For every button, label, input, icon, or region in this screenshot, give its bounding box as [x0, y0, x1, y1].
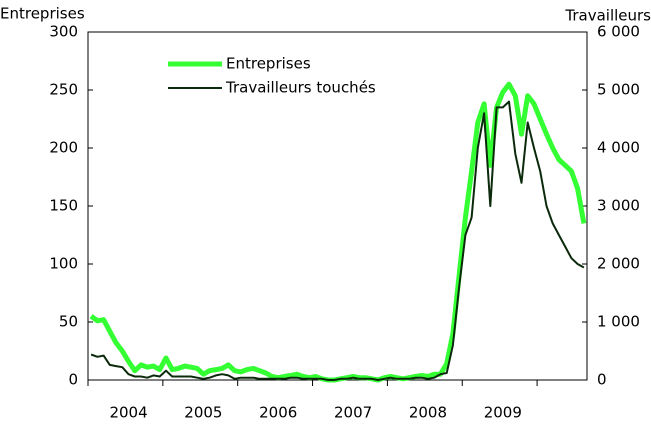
- x-tick-label: 2007: [334, 404, 372, 422]
- series-line: [89, 81, 587, 383]
- legend-label: Entreprises: [226, 55, 311, 73]
- x-tick-label: 2006: [259, 404, 297, 422]
- y2-tick-label: 3 000: [597, 197, 640, 215]
- y2-axis-label: Travailleurs: [564, 7, 651, 25]
- y2-tick-label: 4 000: [597, 139, 640, 157]
- y-tick-label: 200: [49, 139, 78, 157]
- y-tick-label: 250: [49, 81, 78, 99]
- y-tick-label: 300: [49, 23, 78, 41]
- y2-tick-label: 5 000: [597, 81, 640, 99]
- series-line: [90, 100, 585, 381]
- x-tick-label: 2005: [184, 404, 222, 422]
- y-tick-label: 0: [68, 371, 78, 389]
- y2-tick-label: 2 000: [597, 255, 640, 273]
- y-tick-label: 50: [59, 313, 78, 331]
- legend-label: Travailleurs touchés: [225, 79, 376, 97]
- x-tick-label: 2008: [409, 404, 447, 422]
- y2-tick-label: 0: [597, 371, 607, 389]
- y2-tick-label: 1 000: [597, 313, 640, 331]
- y2-tick-label: 6 000: [597, 23, 640, 41]
- x-tick-label: 2004: [109, 404, 147, 422]
- y-axis-label: Entreprises: [0, 5, 85, 23]
- y-tick-label: 150: [49, 197, 78, 215]
- y-tick-label: 100: [49, 255, 78, 273]
- x-tick-label: 2009: [484, 404, 522, 422]
